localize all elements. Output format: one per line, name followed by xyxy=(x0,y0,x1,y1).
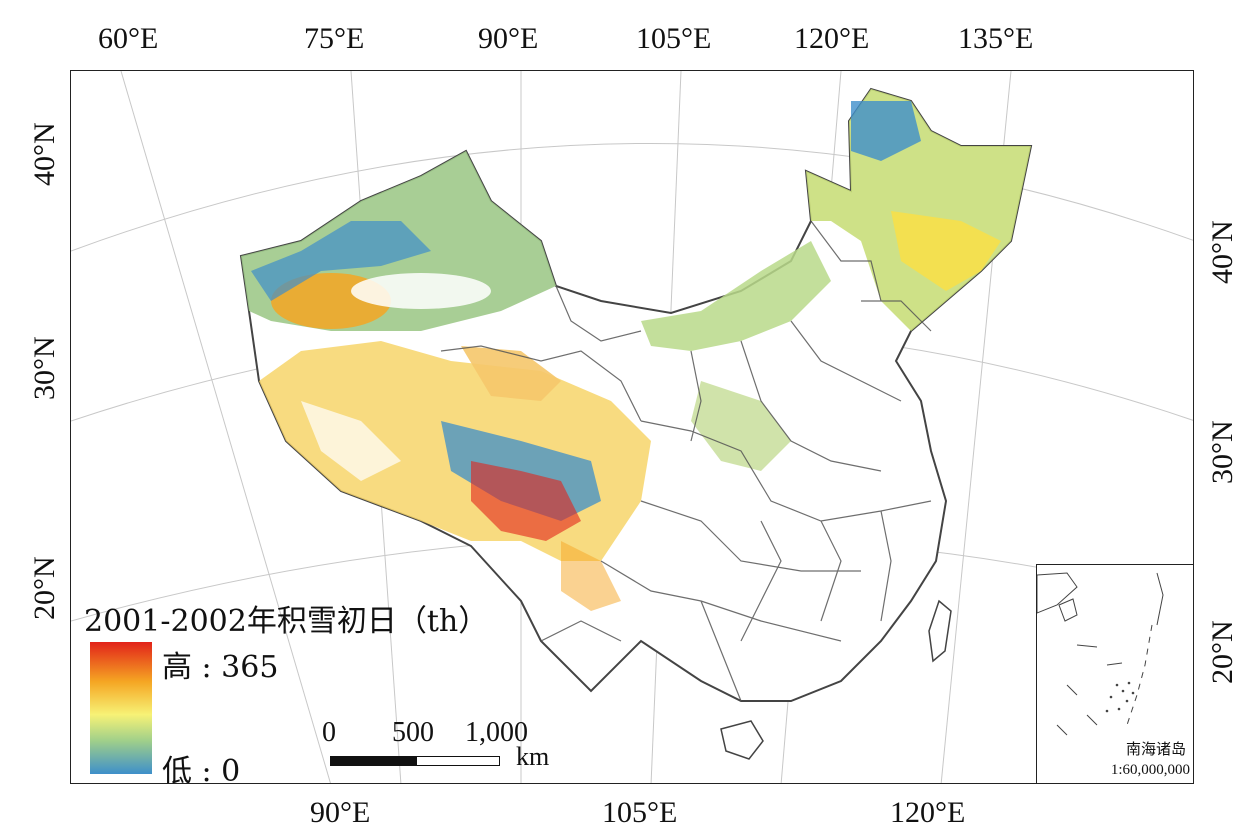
scale-bar xyxy=(330,756,500,766)
lon-label-top-120: 120°E xyxy=(794,22,870,55)
scale-tick-0: 0 xyxy=(322,717,336,748)
lat-label-left-40: 40°N xyxy=(28,122,61,186)
china-landmass xyxy=(239,87,1033,702)
lat-label-right-40: 40°N xyxy=(1206,220,1239,284)
lat-label-left-30: 30°N xyxy=(28,336,61,400)
scale-tick-1000: 1,000 xyxy=(465,717,528,748)
lon-label-bottom-105: 105°E xyxy=(602,796,678,829)
inset-scale: 1:60,000,000 xyxy=(1110,762,1190,778)
lon-label-top-90: 90°E xyxy=(478,22,539,55)
map-frame xyxy=(70,70,1194,784)
legend-color-ramp xyxy=(90,642,152,774)
lon-label-top-135: 135°E xyxy=(958,22,1034,55)
lat-label-right-30: 30°N xyxy=(1206,420,1239,484)
china-map xyxy=(71,71,1193,783)
lon-label-top-105: 105°E xyxy=(636,22,712,55)
inset-title: 南海诸岛 xyxy=(1125,740,1186,758)
lat-label-left-20: 20°N xyxy=(28,556,61,620)
south-china-sea-inset xyxy=(1036,564,1194,784)
lon-label-bottom-90: 90°E xyxy=(310,796,371,829)
legend-title: 2001-2002年积雪初日（th） xyxy=(84,604,489,639)
hainan-island xyxy=(720,720,764,760)
lon-label-bottom-120: 120°E xyxy=(890,796,966,829)
legend-low-label: 低 : 0 xyxy=(162,754,241,789)
lat-label-right-20: 20°N xyxy=(1206,620,1239,684)
scale-tick-500: 500 xyxy=(392,717,434,748)
taiwan-island xyxy=(928,599,952,663)
lon-label-top-60: 60°E xyxy=(98,22,159,55)
lon-label-top-75: 75°E xyxy=(304,22,365,55)
inset-map xyxy=(1036,572,1164,736)
legend-high-label: 高 : 365 xyxy=(162,650,279,685)
scale-unit: km xyxy=(516,742,550,771)
